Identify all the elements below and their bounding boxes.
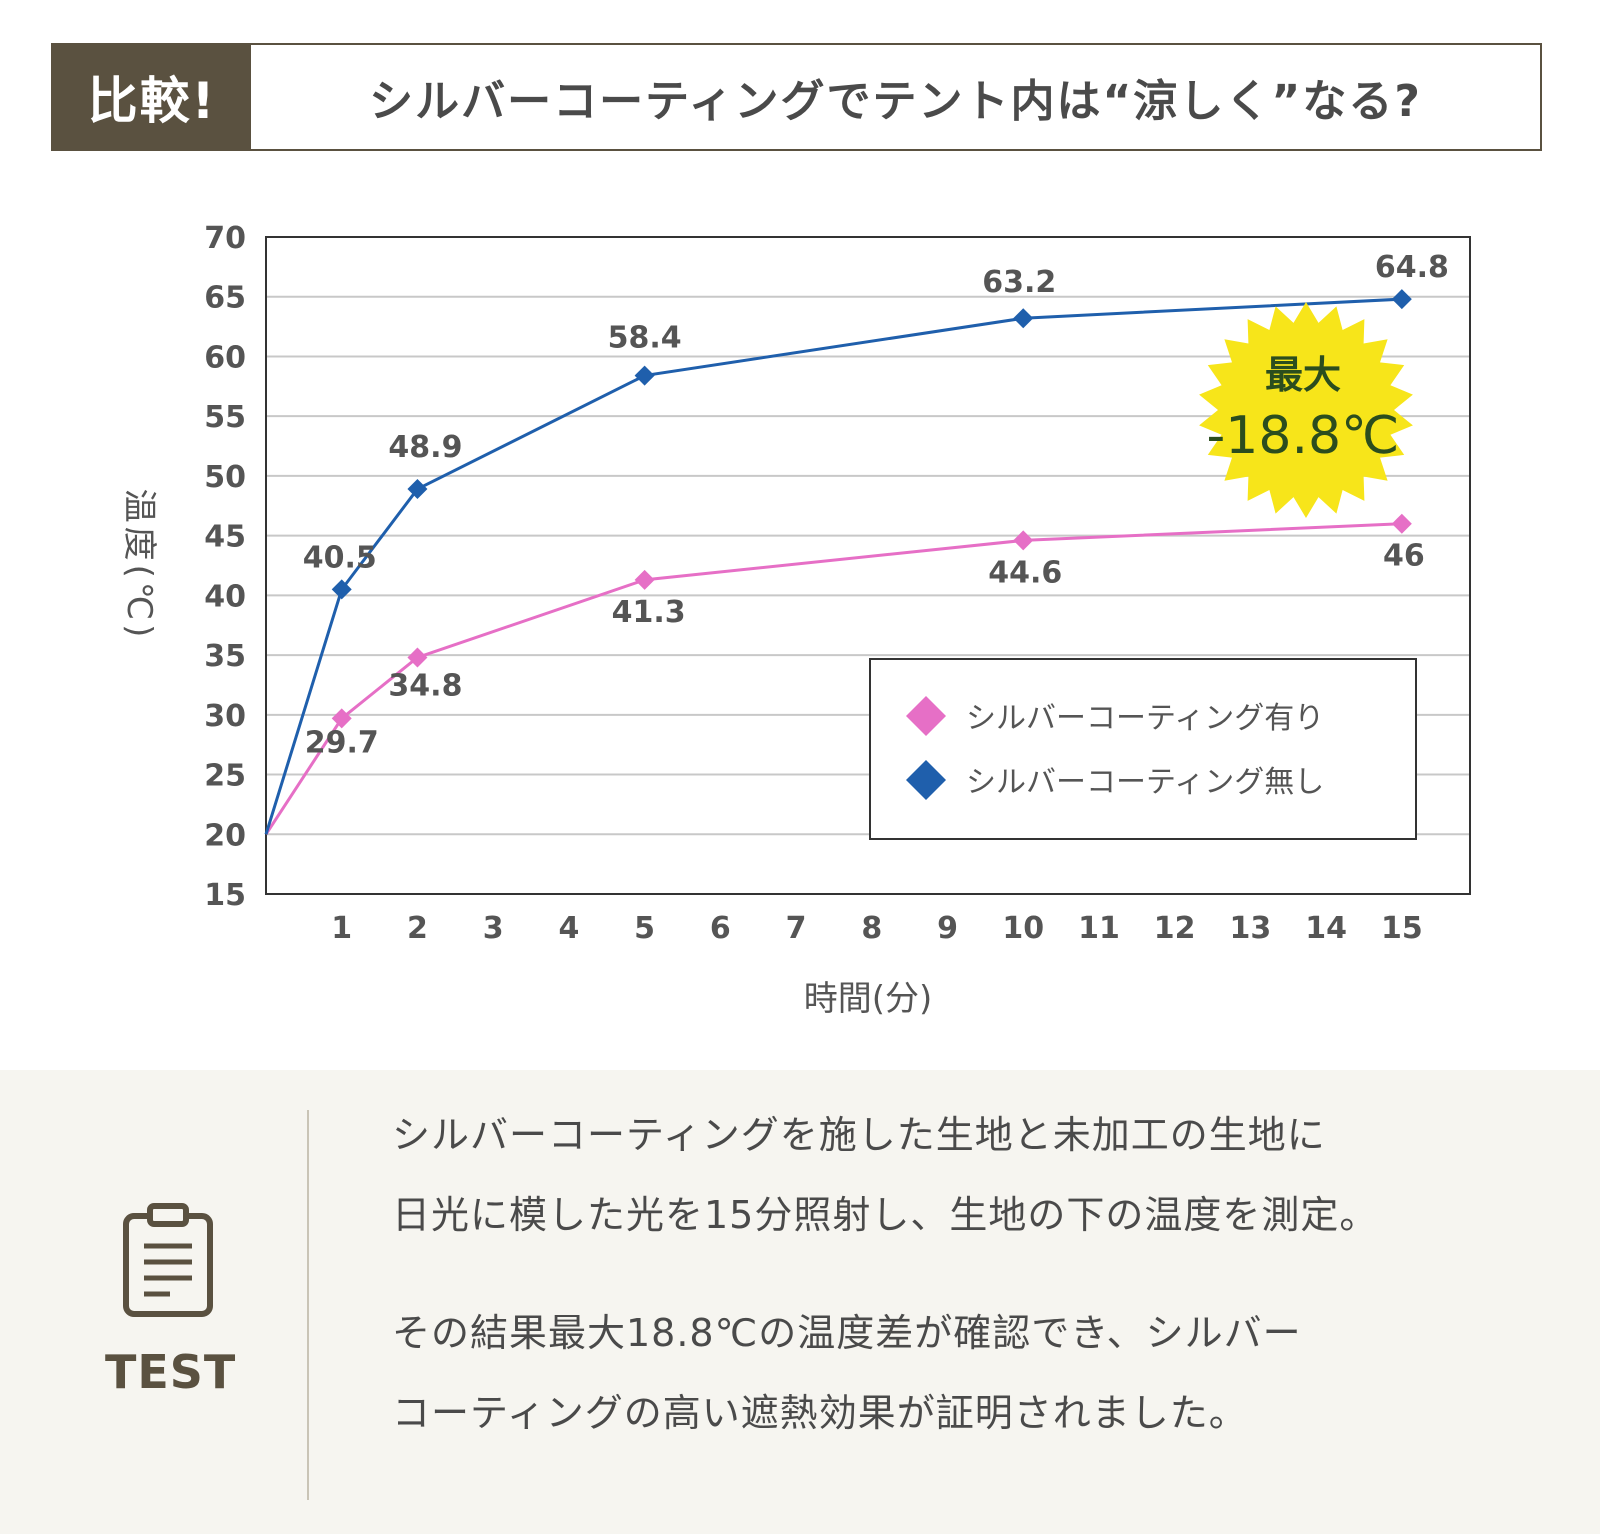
data-point [634, 365, 655, 386]
clipboard-icon [123, 1203, 213, 1317]
y-tick-label: 25 [204, 759, 246, 794]
annotation-line1: 最大 [1265, 353, 1341, 397]
data-label: 63.2 [982, 265, 1056, 300]
x-tick-label: 3 [483, 911, 504, 946]
y-tick-label: 60 [204, 340, 246, 375]
page-title: シルバーコーティングでテント内は“涼しく”なる? [369, 76, 1422, 127]
series-line [264, 297, 1402, 835]
data-label: 58.4 [608, 321, 682, 356]
data-label: 64.8 [1375, 250, 1449, 285]
x-tick-label: 10 [1002, 911, 1044, 946]
y-axis-title: 温度(℃) [119, 489, 159, 642]
x-tick-label: 4 [558, 911, 579, 946]
footer-divider [307, 1110, 309, 1500]
data-point [331, 579, 352, 600]
legend-marker-pink [906, 696, 946, 736]
paragraph-line: 日光に模した光を15分照射し、生地の下の温度を測定。 [392, 1193, 1379, 1237]
data-point [331, 708, 352, 729]
data-point [407, 647, 428, 668]
x-tick-label: 14 [1305, 911, 1347, 946]
y-tick-label: 45 [204, 520, 246, 555]
y-tick-label: 30 [204, 699, 246, 734]
y-tick-label: 70 [204, 221, 246, 256]
series-0 [264, 513, 1412, 836]
data-point [634, 569, 655, 590]
data-label: 44.6 [988, 555, 1062, 590]
x-tick-label: 8 [861, 911, 882, 946]
data-label: 46 [1383, 539, 1425, 574]
data-point [1391, 289, 1412, 310]
legend-marker-blue [906, 760, 946, 800]
legend-label-coated: シルバーコーティング有り [966, 701, 1324, 736]
y-tick-label: 55 [204, 400, 246, 435]
chart-data-labels: 29.7 34.8 41.3 44.6 46 40.5 48.9 58.4 63.2 64.8 [303, 250, 1449, 760]
data-label: 41.3 [612, 595, 686, 630]
data-label: 34.8 [388, 668, 462, 703]
x-tick-label: 6 [710, 911, 731, 946]
test-label: TEST [105, 1345, 237, 1399]
series-line [264, 522, 1402, 836]
annotation-line2: -18.8℃ [1207, 406, 1400, 466]
legend-label-uncoated: シルバーコーティング無し [966, 765, 1324, 800]
plot-frame [265, 236, 1471, 895]
data-point [1013, 530, 1034, 551]
x-tick-label: 12 [1154, 911, 1196, 946]
test-method-paragraph: シルバーコーティングを施した生地と未加工の生地に 日光に模した光を15分照射し、… [392, 1095, 1542, 1255]
legend-box [869, 658, 1417, 840]
x-tick-label: 1 [331, 911, 352, 946]
data-point [1013, 308, 1034, 329]
y-tick-label: 35 [204, 639, 246, 674]
paragraph-line: コーティングの高い遮熱効果が証明されました。 [392, 1391, 1248, 1435]
y-tick-label: 15 [204, 878, 246, 913]
y-tick-label: 65 [204, 281, 246, 316]
data-point [1391, 513, 1412, 534]
series-1 [264, 289, 1412, 835]
x-tick-label: 11 [1078, 911, 1120, 946]
x-axis-ticks: 1 2 3 4 5 6 7 8 9 10 11 12 13 14 15 [331, 911, 1422, 946]
data-label: 48.9 [388, 430, 462, 465]
x-tick-label: 15 [1381, 911, 1423, 946]
legend: シルバーコーティング有り シルバーコーティング無し [869, 658, 1417, 840]
header-bar: 比較! シルバーコーティングでテント内は“涼しく”なる? [51, 43, 1542, 151]
paragraph-line: シルバーコーティングを施した生地と未加工の生地に [392, 1113, 1326, 1157]
test-result-paragraph: その結果最大18.8℃の温度差が確認でき、シルバー コーティングの高い遮熱効果が… [392, 1293, 1542, 1453]
chart-gridlines [266, 295, 1470, 836]
paragraph-line: その結果最大18.8℃の温度差が確認でき、シルバー [392, 1311, 1302, 1355]
y-tick-label: 20 [204, 818, 246, 853]
y-tick-label: 40 [204, 579, 246, 614]
data-label: 40.5 [303, 540, 377, 575]
test-description-panel: TEST シルバーコーティングを施した生地と未加工の生地に 日光に模した光を15… [0, 1070, 1600, 1534]
data-point [407, 479, 428, 500]
max-difference-starburst: 最大 -18.8℃ [1199, 302, 1413, 518]
x-axis-title: 時間(分) [804, 979, 933, 1019]
y-axis-ticks: 15 20 25 30 35 40 45 50 55 60 65 70 [204, 221, 246, 913]
x-tick-label: 9 [937, 911, 958, 946]
x-tick-label: 2 [407, 911, 428, 946]
data-label: 29.7 [305, 725, 379, 760]
comparison-badge: 比較! [53, 45, 251, 149]
x-tick-label: 5 [634, 911, 655, 946]
x-tick-label: 13 [1230, 911, 1272, 946]
chart-series [264, 289, 1412, 836]
starburst-shape [1199, 302, 1413, 518]
y-tick-label: 50 [204, 460, 246, 495]
x-tick-label: 7 [786, 911, 807, 946]
